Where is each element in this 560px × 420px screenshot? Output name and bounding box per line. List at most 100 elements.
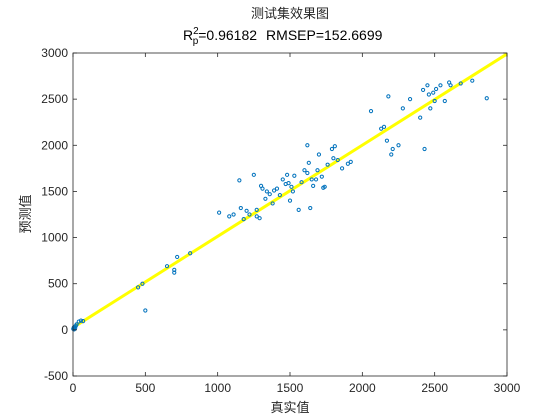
data-point bbox=[247, 212, 252, 217]
data-point bbox=[448, 83, 453, 88]
plot-area: 0 500 1000 1500 2000 2500 3000-500050010001500… bbox=[41, 46, 520, 395]
data-point bbox=[290, 189, 295, 194]
data-point bbox=[136, 285, 141, 290]
x-tick-label: 3000 bbox=[494, 381, 521, 395]
data-point bbox=[164, 264, 170, 269]
x-tick-label: 1000 bbox=[204, 381, 231, 395]
data-point bbox=[308, 205, 313, 211]
y-tick-label: 1000 bbox=[41, 231, 68, 245]
x-tick-label: 2000 bbox=[349, 381, 376, 395]
y-tick-label: 3000 bbox=[41, 46, 68, 60]
data-point bbox=[254, 207, 259, 212]
data-point bbox=[257, 216, 262, 221]
data-point bbox=[458, 81, 463, 86]
data-point bbox=[289, 184, 294, 189]
data-point bbox=[396, 143, 401, 148]
data-point bbox=[484, 96, 489, 101]
data-point bbox=[74, 322, 79, 327]
data-point bbox=[263, 196, 268, 201]
data-point bbox=[241, 217, 246, 222]
y-tick-label: -500 bbox=[44, 369, 68, 383]
data-point bbox=[381, 124, 387, 129]
r2-value: =0.96182 bbox=[198, 27, 257, 43]
data-point bbox=[287, 198, 293, 203]
data-point bbox=[313, 177, 319, 182]
data-point bbox=[78, 318, 84, 323]
data-point bbox=[322, 184, 327, 189]
rmsep-value: RMSEP=152.6699 bbox=[266, 27, 383, 43]
data-point bbox=[400, 106, 405, 111]
data-point bbox=[267, 192, 272, 197]
data-point bbox=[315, 168, 320, 173]
data-point bbox=[238, 205, 243, 211]
data-point bbox=[332, 144, 337, 149]
data-point bbox=[335, 157, 340, 163]
data-point bbox=[237, 178, 242, 183]
r2-symbol: R bbox=[183, 27, 193, 43]
data-point bbox=[277, 193, 282, 198]
data-point bbox=[264, 189, 269, 194]
data-point bbox=[299, 180, 304, 185]
data-point bbox=[244, 208, 249, 213]
data-point bbox=[292, 173, 297, 178]
data-point bbox=[254, 214, 259, 219]
data-point bbox=[172, 267, 177, 272]
data-point bbox=[434, 86, 439, 92]
r2-superscript: 2 bbox=[193, 26, 199, 37]
data-point bbox=[227, 214, 232, 219]
x-tick-label: 1500 bbox=[277, 381, 304, 395]
data-point bbox=[407, 97, 413, 102]
data-point bbox=[270, 201, 275, 206]
data-point bbox=[175, 254, 180, 260]
data-point bbox=[305, 170, 310, 176]
chart-title: 测试集效果图 bbox=[251, 6, 329, 22]
chart-subtitle: R2 p=0.96182 RMSEP=152.6699 bbox=[183, 26, 383, 47]
data-point bbox=[81, 318, 86, 324]
data-point bbox=[348, 159, 353, 164]
y-tick-label: 2000 bbox=[41, 138, 68, 152]
x-tick-label: 2500 bbox=[421, 381, 448, 395]
data-point bbox=[384, 138, 390, 143]
data-point bbox=[76, 319, 81, 324]
x-tick-label: 500 bbox=[135, 381, 155, 395]
y-axis-label: 预测值 bbox=[18, 194, 34, 233]
data-point bbox=[420, 87, 426, 93]
plot-background bbox=[73, 53, 507, 376]
data-point bbox=[305, 143, 310, 148]
data-point bbox=[442, 98, 447, 104]
data-point bbox=[260, 186, 265, 191]
data-point bbox=[306, 160, 311, 165]
data-point bbox=[438, 83, 443, 88]
y-tick-label: 1500 bbox=[41, 184, 68, 198]
data-point bbox=[286, 181, 291, 186]
data-point bbox=[470, 78, 475, 83]
data-point bbox=[386, 94, 391, 99]
y-tick-label: 0 bbox=[61, 323, 68, 337]
y-tick-label: 500 bbox=[48, 277, 68, 291]
data-point bbox=[431, 90, 436, 95]
data-point bbox=[188, 251, 193, 256]
data-point bbox=[271, 188, 277, 193]
y-tick-label: 2500 bbox=[41, 92, 68, 106]
data-point bbox=[418, 115, 423, 120]
data-point bbox=[368, 109, 374, 114]
data-point bbox=[274, 186, 280, 191]
data-point bbox=[217, 210, 222, 215]
data-point bbox=[339, 166, 345, 171]
data-point bbox=[311, 183, 316, 188]
data-point bbox=[422, 146, 427, 152]
data-point bbox=[329, 146, 335, 152]
data-point bbox=[379, 126, 384, 131]
data-point bbox=[231, 212, 236, 217]
x-tick-label: 0 bbox=[70, 381, 77, 395]
data-point bbox=[390, 146, 395, 152]
data-point bbox=[302, 168, 307, 173]
data-point bbox=[285, 172, 290, 177]
data-point bbox=[389, 152, 394, 157]
data-point bbox=[143, 308, 148, 313]
data-point bbox=[331, 156, 336, 161]
data-point bbox=[251, 172, 256, 177]
x-axis-label: 真实值 bbox=[270, 400, 309, 416]
data-point bbox=[432, 98, 437, 104]
